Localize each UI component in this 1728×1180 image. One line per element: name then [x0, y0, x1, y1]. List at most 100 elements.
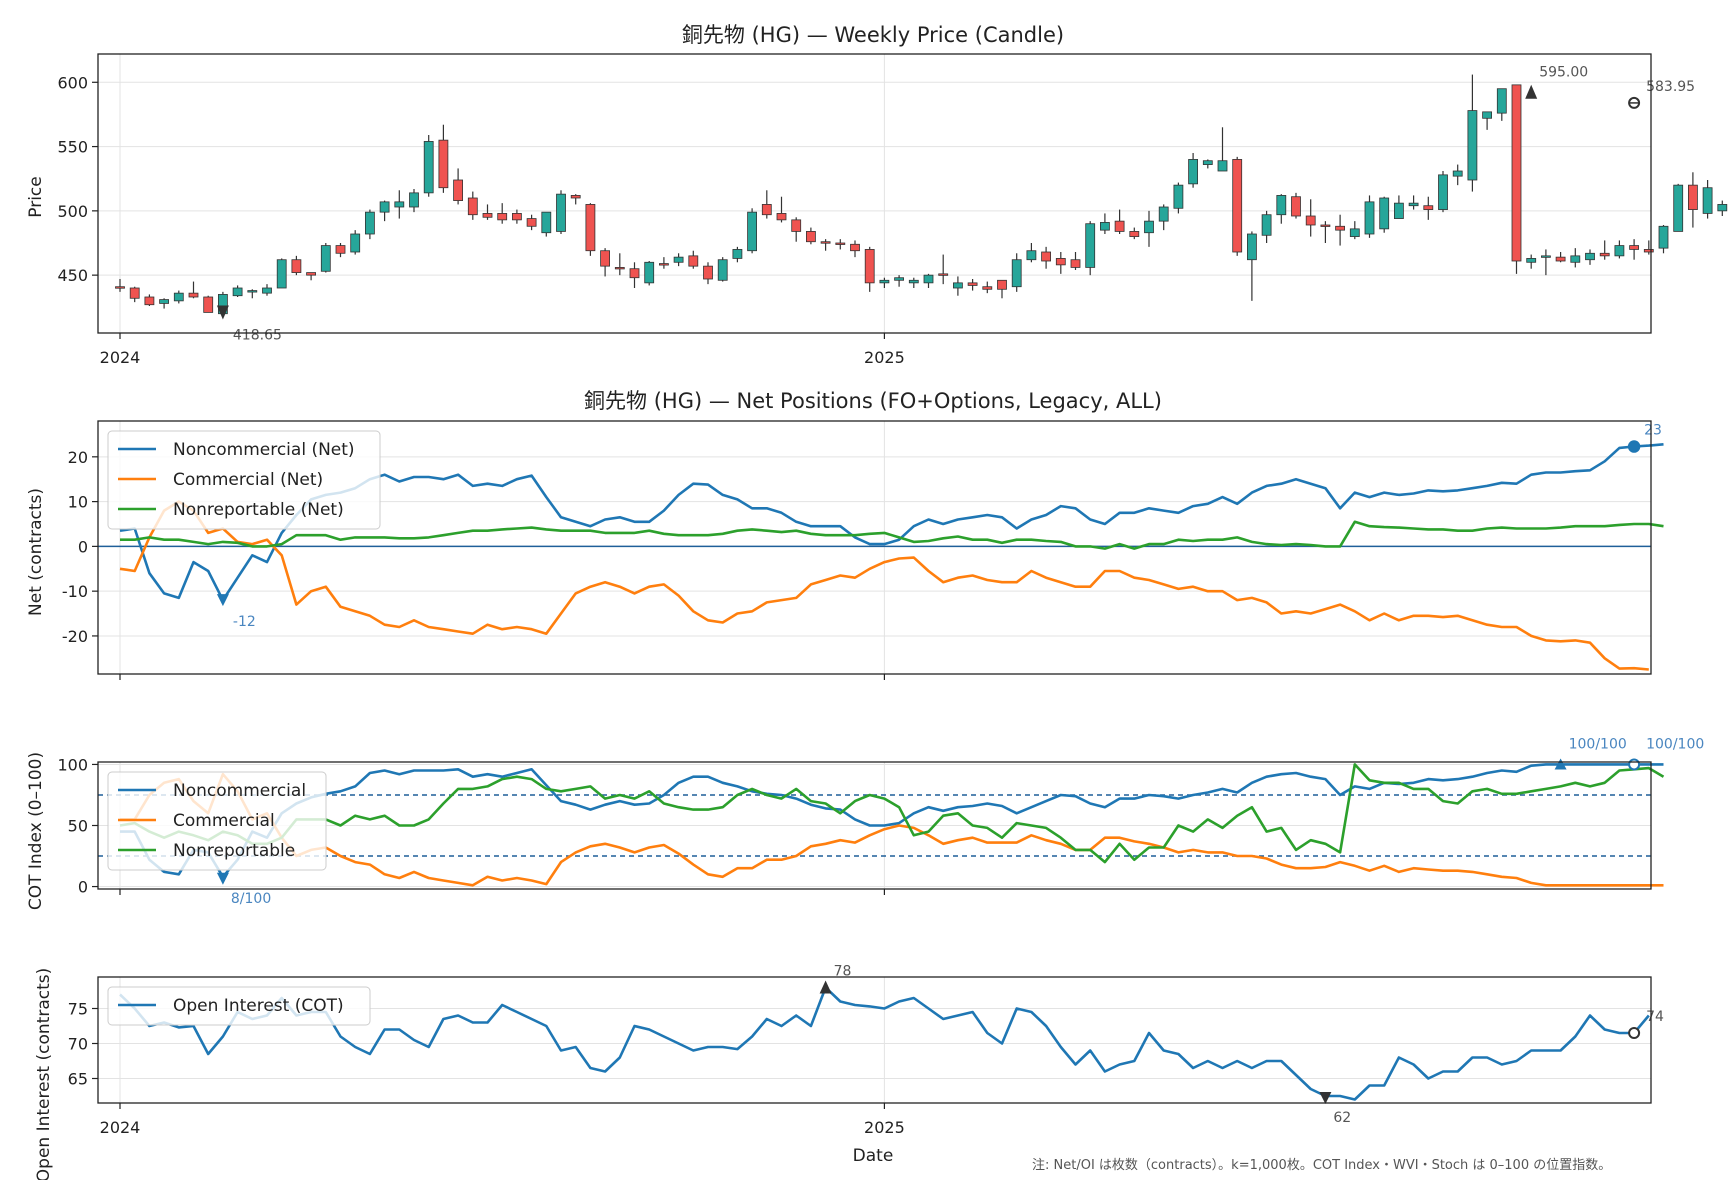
max-marker [819, 980, 832, 994]
oi-axes-frame [97, 976, 1652, 1104]
net-chart-title: 銅先物 (HG) — Net Positions (FO+Options, Le… [584, 389, 1162, 413]
min-marker [1319, 1092, 1332, 1104]
candle-down [761, 204, 772, 216]
candle-up [1247, 233, 1257, 261]
candle-down [335, 245, 346, 254]
candle-up [276, 259, 287, 289]
candle-down [453, 179, 464, 201]
candle-up [1026, 250, 1037, 261]
price-axes-frame [97, 53, 1652, 334]
legend-box [107, 986, 371, 1026]
candle-up [1217, 160, 1228, 172]
candle-down [497, 213, 508, 221]
candle-down [526, 218, 537, 227]
candle-up [1173, 184, 1184, 209]
last-label: 74 [1646, 1009, 1664, 1025]
y-tick-label: 70 [68, 1035, 88, 1054]
candle-down [820, 241, 831, 244]
candle-down [203, 296, 214, 313]
series-line-3 [119, 763, 1665, 864]
candle-up [1496, 88, 1507, 114]
min-label: 62 [1333, 1110, 1351, 1126]
price-panel: 銅先物 (HG) — Weekly Price (Candle) Price 5… [26, 23, 1728, 367]
net-y-axis-label: Net (contracts) [26, 488, 46, 616]
candle-up [159, 299, 170, 304]
legend-entry: Noncommercial (Net) [173, 440, 355, 460]
series-line-1 [119, 986, 1650, 1101]
candle-up [1614, 245, 1625, 257]
candle-down [659, 263, 669, 266]
price-y-axis-label: Price [26, 176, 46, 217]
candle-up [1438, 174, 1448, 210]
candle-up [232, 287, 243, 297]
candle-up [173, 292, 184, 302]
last-marker [1628, 1027, 1641, 1039]
candle-up [894, 277, 904, 281]
series-line-1 [120, 763, 1664, 879]
candle-down [835, 242, 846, 245]
legend-entry: Commercial (Net) [173, 470, 323, 490]
y-tick-label: 600 [57, 73, 88, 92]
min-label: 418.65 [233, 327, 282, 343]
candle-down [1335, 225, 1345, 231]
candle-down [438, 139, 449, 189]
candle-up [1085, 223, 1096, 268]
candle-up [1379, 197, 1390, 230]
min-label: -12 [233, 614, 256, 630]
candle-up [409, 192, 419, 208]
x-tick-label: 2025 [864, 1118, 905, 1137]
y-tick-label: 100 [57, 755, 88, 774]
last-marker [1628, 758, 1641, 771]
x-tick-label: 2025 [864, 348, 905, 367]
cot-y-axis-label: COT Index (0–100) [26, 752, 46, 910]
max-label: 595.00 [1539, 65, 1588, 81]
candle-up [247, 290, 258, 293]
min-marker [216, 872, 229, 885]
candle-up [379, 201, 390, 213]
candle-up [1158, 206, 1169, 222]
max-label: 78 [834, 964, 852, 980]
candle-down [1129, 231, 1140, 237]
candle-up [1144, 220, 1154, 234]
series-line-3 [120, 520, 1664, 550]
legend-entry: Open Interest (COT) [173, 996, 344, 1016]
footnote: 注: Net/OI は枚数（contracts）。k=1,000枚。COT In… [1032, 1158, 1612, 1173]
candle-down [115, 286, 125, 289]
max-marker [1525, 84, 1538, 99]
open-interest-panel: Open Interest (contracts) 78 62 74 65 70 75 2… [34, 964, 1664, 1180]
last-label: 100/100 [1646, 736, 1704, 752]
candle-up [1658, 225, 1669, 249]
candle-down [129, 287, 140, 299]
y-tick-label: 0 [78, 537, 88, 556]
candle-down [1423, 205, 1434, 210]
y-tick-label: 0 [78, 878, 88, 897]
candle-down [1305, 215, 1316, 226]
candle-up [732, 249, 743, 259]
cot-axes-frame [97, 761, 1652, 890]
candle-down [1291, 196, 1301, 217]
candle-down [482, 213, 493, 218]
legend-entry: Commercial [173, 811, 275, 831]
legend-entry: Noncommercial [173, 781, 306, 801]
legend-box [107, 430, 381, 530]
min-label: 8/100 [231, 891, 271, 907]
candle-down [1629, 245, 1639, 250]
candle-down [776, 213, 787, 221]
candle-up [1408, 202, 1419, 207]
candle-up [556, 193, 566, 232]
candle-up [1482, 111, 1492, 119]
y-tick-label: 50 [68, 817, 88, 836]
candle-down [1643, 249, 1654, 253]
max-marker [1554, 758, 1567, 770]
candle-down [467, 197, 478, 216]
candle-down [1232, 159, 1243, 253]
candle-down [1114, 220, 1125, 232]
candle-down [512, 213, 522, 221]
candle-down [938, 273, 949, 276]
candle-up [747, 211, 757, 252]
candle-down [585, 204, 596, 252]
candle-up [1202, 160, 1213, 165]
candle-up [1673, 184, 1684, 232]
min-marker [216, 305, 229, 320]
candle-down [1320, 224, 1331, 227]
